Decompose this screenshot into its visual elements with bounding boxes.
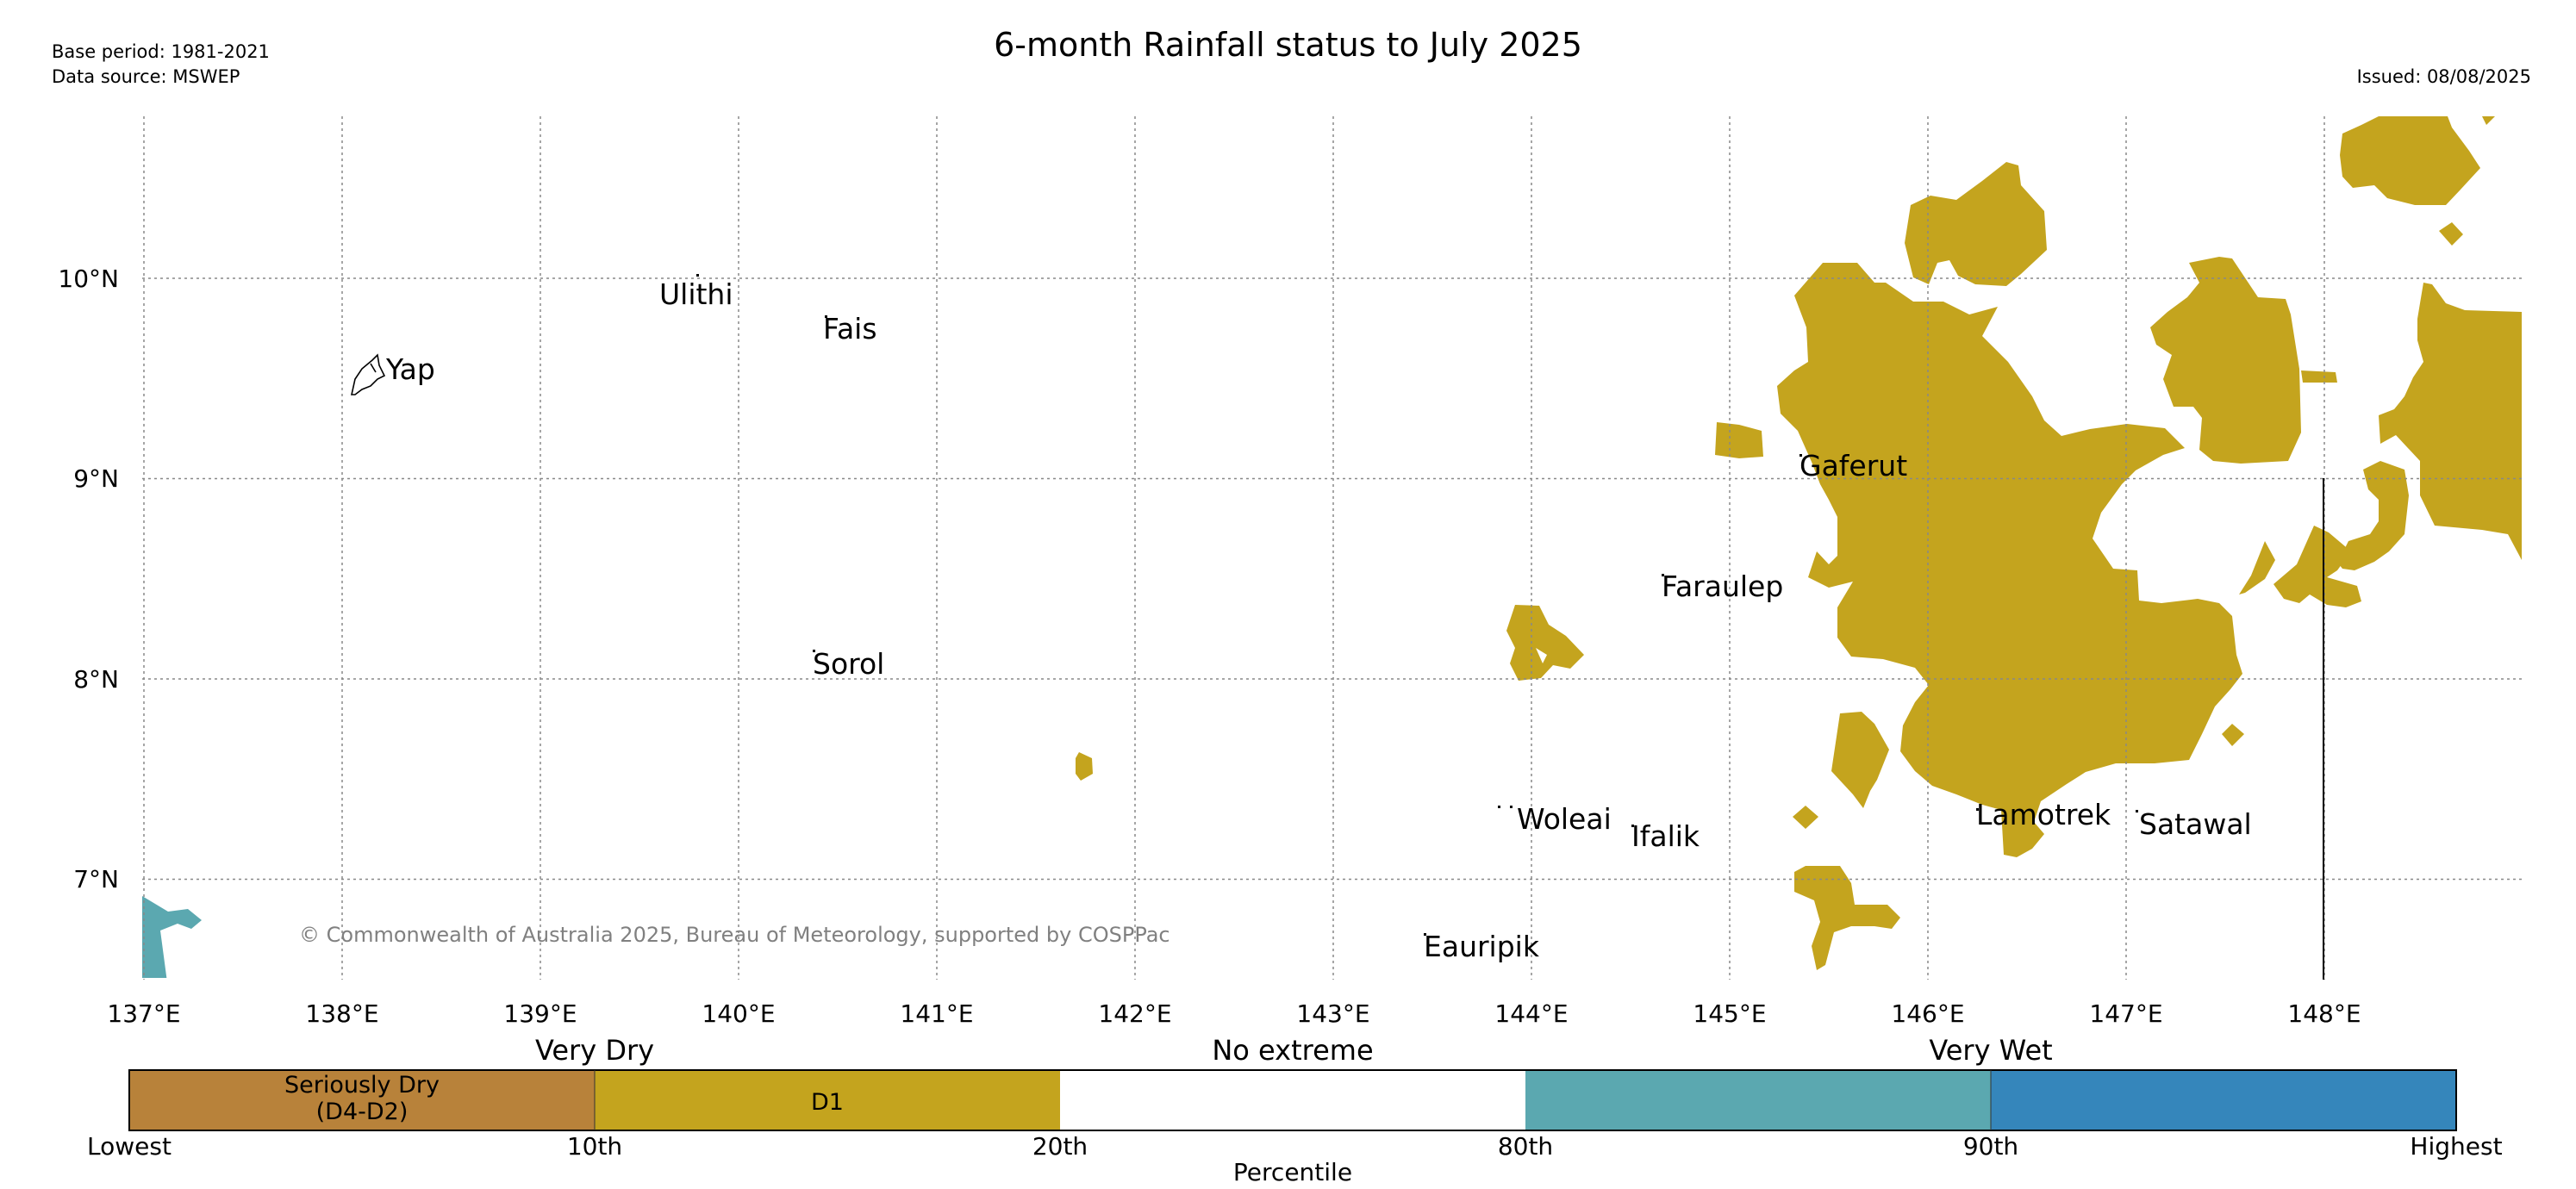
- d1-region: [1905, 162, 2047, 286]
- legend-swatch-very-wet-low: [1525, 1070, 1991, 1130]
- legend-swatch-very-wet-high: [1991, 1070, 2456, 1130]
- place-label-eauripik: Eauripik: [1424, 930, 1540, 963]
- d1-region: [2150, 257, 2337, 464]
- map-gridlines: [142, 116, 2522, 980]
- d1-region: [2379, 283, 2522, 560]
- very-wet-region: [142, 896, 202, 978]
- d1-region: [1715, 422, 1763, 458]
- legend-group-no-extreme: No extreme: [1212, 1034, 1373, 1067]
- place-label-faraulep: Faraulep: [1662, 570, 1783, 603]
- lon-tick-label: 145°E: [1693, 999, 1766, 1028]
- base-period-note: Base period: 1981-2021: [52, 41, 270, 62]
- d1-region: [1793, 806, 1818, 829]
- legend-label-seriously-dry-range: (D4-D2): [316, 1099, 409, 1125]
- yap-island-icon: [351, 353, 386, 395]
- colorbar-legend: Very Dry No extreme Very Wet Seriously D…: [87, 1034, 2503, 1186]
- legend-tick-label: Highest: [2410, 1132, 2502, 1161]
- legend-swatch-seriously-dry: [129, 1070, 595, 1130]
- longitude-labels: 137°E 138°E 139°E 140°E 141°E 142°E 143°…: [107, 999, 2361, 1028]
- legend-swatch-d1: [595, 1070, 1060, 1130]
- legend-label-seriously-dry: Seriously Dry: [284, 1072, 440, 1099]
- d1-region: [1076, 752, 1093, 781]
- legend-tick-label: Lowest: [87, 1132, 172, 1161]
- place-label-sorol: Sorol: [813, 647, 884, 681]
- data-source-note: Data source: MSWEP: [52, 66, 240, 87]
- place-label-gaferut: Gaferut: [1799, 449, 1907, 482]
- lat-tick-label: 9°N: [73, 464, 119, 493]
- d1-region: [1506, 605, 1584, 681]
- lon-tick-label: 143°E: [1296, 999, 1369, 1028]
- d1-region: [2336, 461, 2409, 570]
- d1-region: [2239, 541, 2275, 594]
- legend-tick-label: 10th: [567, 1132, 622, 1161]
- d1-region: [1794, 866, 1900, 970]
- lon-tick-label: 146°E: [1891, 999, 1964, 1028]
- lon-tick-label: 141°E: [900, 999, 973, 1028]
- lon-tick-label: 144°E: [1494, 999, 1568, 1028]
- d1-region: [2273, 526, 2361, 607]
- island-markers: [662, 274, 2138, 936]
- legend-group-very-dry: Very Dry: [535, 1034, 654, 1067]
- lon-tick-label: 139°E: [503, 999, 577, 1028]
- latitude-labels: 10°N 9°N 8°N 7°N: [58, 265, 119, 893]
- page-title: 6-month Rainfall status to July 2025: [994, 26, 1582, 64]
- rainfall-shading: [142, 116, 2522, 978]
- lon-tick-label: 140°E: [702, 999, 775, 1028]
- legend-tick-label: 90th: [1963, 1132, 2018, 1161]
- legend-group-very-wet: Very Wet: [1929, 1034, 2052, 1067]
- legend-axis-label: Percentile: [1233, 1158, 1352, 1186]
- lat-tick-label: 8°N: [73, 665, 119, 694]
- lon-tick-label: 137°E: [107, 999, 180, 1028]
- place-label-ifalik: Ifalik: [1631, 819, 1700, 853]
- place-label-fais: Fais: [823, 312, 877, 345]
- place-label-ulithi: Ulithi: [659, 277, 733, 311]
- d1-region: [2222, 724, 2244, 746]
- legend-swatch-no-extreme: [1060, 1070, 1525, 1130]
- legend-tick-label: 20th: [1032, 1132, 1088, 1161]
- place-labels: Yap Ulithi Fais Sorol Gaferut Faraulep W…: [385, 277, 2252, 963]
- copyright-notice: © Commonwealth of Australia 2025, Bureau…: [299, 923, 1170, 947]
- place-label-yap: Yap: [385, 352, 435, 386]
- d1-region: [1831, 712, 1889, 808]
- issued-date: Issued: 08/08/2025: [2356, 66, 2531, 87]
- legend-label-d1: D1: [811, 1089, 844, 1116]
- lat-tick-label: 10°N: [58, 265, 119, 293]
- place-label-lamotrek: Lamotrek: [1976, 798, 2111, 831]
- legend-tick-label: 80th: [1498, 1132, 1553, 1161]
- lat-tick-label: 7°N: [73, 865, 119, 893]
- lon-tick-label: 147°E: [2089, 999, 2162, 1028]
- place-label-woleai: Woleai: [1517, 802, 1612, 836]
- d1-region: [2340, 116, 2495, 246]
- lon-tick-label: 148°E: [2287, 999, 2361, 1028]
- place-label-satawal: Satawal: [2139, 807, 2252, 841]
- lon-tick-label: 142°E: [1098, 999, 1171, 1028]
- lon-tick-label: 138°E: [305, 999, 378, 1028]
- legend-frame: [128, 1069, 2457, 1131]
